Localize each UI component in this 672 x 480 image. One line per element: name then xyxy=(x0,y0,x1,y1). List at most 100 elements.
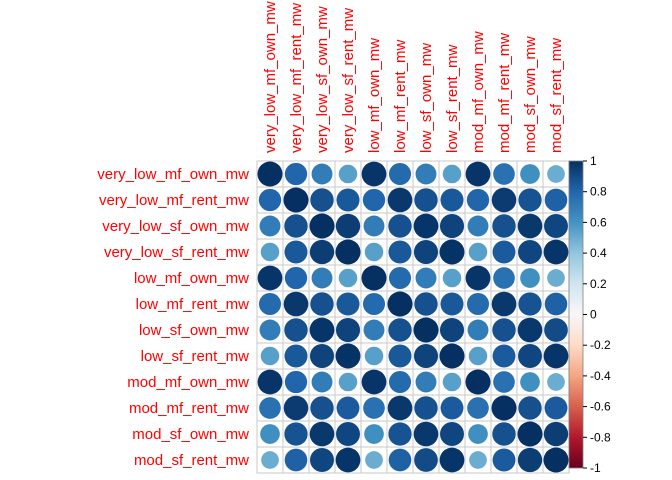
correlation-circle xyxy=(467,319,489,341)
correlation-circle xyxy=(361,161,387,187)
correlation-circle xyxy=(413,317,439,343)
correlation-circle xyxy=(442,164,462,184)
correlation-circle xyxy=(364,242,384,262)
correlation-circle xyxy=(518,396,542,420)
correlation-circle xyxy=(493,371,515,393)
correlation-circle xyxy=(387,291,413,317)
correlation-circle xyxy=(335,447,361,473)
correlation-circle xyxy=(257,161,283,187)
correlation-circle xyxy=(311,163,333,185)
correlation-circle xyxy=(310,188,334,212)
correlation-circle xyxy=(284,344,308,368)
correlation-circle xyxy=(362,188,386,212)
color-bar-tick-label: -0.6 xyxy=(590,400,611,414)
correlation-circle xyxy=(413,421,439,447)
correlation-circle xyxy=(520,372,540,392)
correlation-circle xyxy=(363,215,385,237)
correlation-circles xyxy=(257,161,569,473)
correlation-circle xyxy=(543,421,569,447)
correlation-circle xyxy=(465,369,491,395)
color-bar-tick-label: -0.4 xyxy=(590,369,611,383)
correlation-circle xyxy=(361,369,387,395)
color-bar-tick-label: 0 xyxy=(590,308,597,322)
correlation-circle xyxy=(336,292,360,316)
column-label: very_low_mf_rent_mw xyxy=(288,3,305,153)
correlation-circle xyxy=(336,396,360,420)
row-label: low_mf_rent_mw xyxy=(136,296,250,313)
correlation-circle xyxy=(547,373,565,391)
column-labels: very_low_mf_own_mw very_low_mf_rent_mw ver… xyxy=(262,1,565,153)
correlation-circle xyxy=(388,344,412,368)
correlation-circle xyxy=(388,266,412,290)
correlation-circle xyxy=(517,421,543,447)
correlation-circle xyxy=(493,267,515,289)
correlation-circle xyxy=(283,291,309,317)
correlation-circle xyxy=(338,372,358,392)
correlation-circle xyxy=(309,213,335,239)
row-label: low_sf_rent_mw xyxy=(141,348,250,365)
correlation-circle xyxy=(260,346,280,366)
color-bar-tick-label: 1 xyxy=(590,154,597,168)
correlation-circle xyxy=(468,346,488,366)
correlation-circle xyxy=(310,292,334,316)
correlation-circle xyxy=(260,242,280,262)
correlation-circle xyxy=(388,214,412,238)
correlation-circle xyxy=(469,451,487,469)
color-legend: -1 -0.8 -0.6 -0.4 -0.2 0 0.2 0.4 0.6 0.8 1 xyxy=(568,154,611,475)
correlation-circle xyxy=(362,292,386,316)
correlation-circle xyxy=(518,292,542,316)
correlation-circle xyxy=(520,164,540,184)
row-label: very_low_mf_rent_mw xyxy=(99,192,249,209)
correlation-circle xyxy=(415,163,437,185)
correlation-circle xyxy=(466,292,490,316)
color-bar-tick-label: 0.2 xyxy=(590,277,607,291)
correlation-circle xyxy=(414,448,438,472)
correlation-circle xyxy=(414,396,438,420)
correlation-circle xyxy=(363,397,385,419)
correlation-circle xyxy=(388,240,412,264)
correlation-circle xyxy=(338,164,358,184)
column-label: low_mf_rent_mw xyxy=(392,39,409,153)
correlation-circle xyxy=(543,447,569,473)
row-label: very_low_sf_own_mw xyxy=(102,218,249,235)
correlation-circle xyxy=(388,448,412,472)
correlation-circle xyxy=(309,343,335,369)
correlation-circle xyxy=(518,344,542,368)
row-label: low_sf_own_mw xyxy=(139,322,249,339)
row-label: very_low_mf_own_mw xyxy=(97,166,249,183)
column-label: very_low_sf_own_mw xyxy=(314,6,331,153)
correlation-circle xyxy=(284,448,308,472)
correlation-circle xyxy=(442,268,462,288)
correlation-circle xyxy=(257,265,283,291)
correlation-circle xyxy=(468,242,488,262)
correlation-circle xyxy=(364,346,384,366)
correlation-circle xyxy=(309,239,335,265)
correlation-circle xyxy=(284,266,308,290)
correlation-circle xyxy=(311,371,333,393)
correlation-circle xyxy=(335,239,361,265)
color-bar-tick-label: -0.2 xyxy=(590,338,611,352)
correlation-circle xyxy=(259,319,281,341)
correlation-circle xyxy=(465,161,491,187)
correlation-circle xyxy=(440,422,464,446)
correlation-circle xyxy=(492,318,516,342)
correlation-circle xyxy=(465,265,491,291)
correlation-circle xyxy=(365,451,383,469)
column-label: low_sf_rent_mw xyxy=(444,44,461,153)
color-bar-tick-label: 0.6 xyxy=(590,215,607,229)
correlation-circle xyxy=(544,396,568,420)
correlation-circle xyxy=(491,395,517,421)
correlation-circle xyxy=(335,213,361,239)
correlation-circle xyxy=(544,214,568,238)
color-bar xyxy=(568,160,584,469)
correlation-circle xyxy=(361,265,387,291)
correlation-circle xyxy=(491,291,517,317)
column-label: mod_sf_rent_mw xyxy=(548,38,565,153)
row-label: very_low_sf_rent_mw xyxy=(104,244,249,261)
correlation-circle xyxy=(414,188,438,212)
color-bar-tick-label: 0.8 xyxy=(590,185,607,199)
correlation-circle xyxy=(492,448,516,472)
correlation-circle xyxy=(413,213,439,239)
correlation-circle xyxy=(284,240,308,264)
